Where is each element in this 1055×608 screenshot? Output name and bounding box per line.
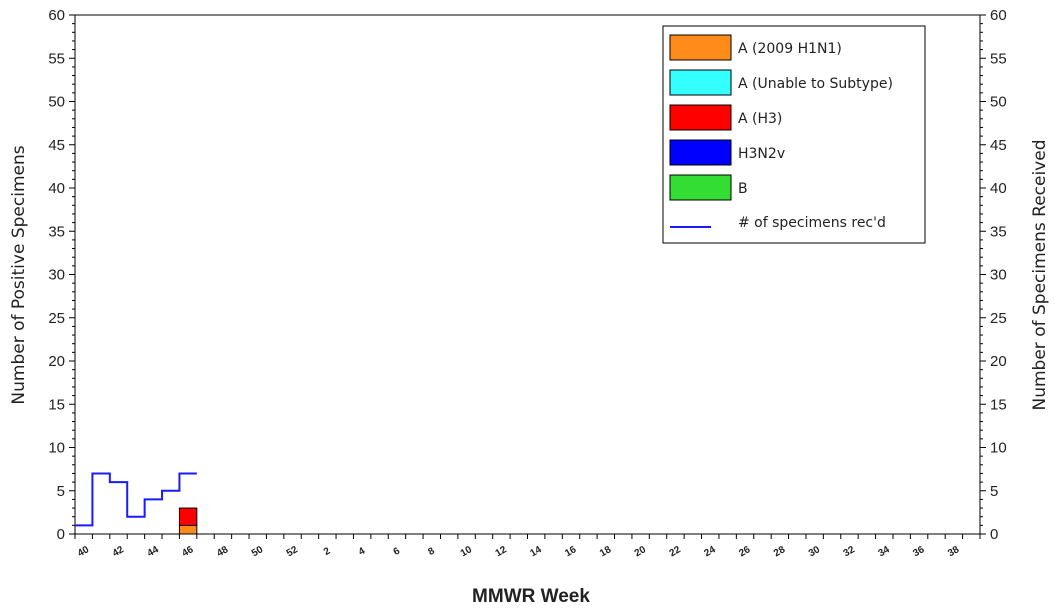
x-tick-label: 44: [146, 544, 162, 559]
x-tick-label: 22: [668, 544, 684, 559]
legend-label: H3N2v: [738, 146, 785, 162]
bars: [178, 507, 198, 535]
y-tick-label-right: 20: [990, 353, 1007, 370]
y-tick-label-right: 30: [990, 267, 1007, 284]
y-tick-label-left: 45: [48, 137, 65, 154]
y-tick-label-right: 5: [990, 483, 998, 500]
x-tick-label: 30: [807, 544, 823, 559]
legend-label: B: [738, 181, 748, 197]
x-tick-label: 10: [459, 544, 475, 559]
y-tick-label-right: 40: [990, 180, 1007, 197]
legend-swatch: [669, 174, 732, 201]
x-tick-label: 28: [772, 544, 788, 559]
x-tick-label: 40: [76, 544, 92, 559]
y-tick-label-left: 30: [48, 267, 65, 284]
legend-label: A (H3): [738, 111, 782, 127]
x-tick-label: 26: [737, 544, 753, 559]
y-axis-right: 0 5 10 15 20 25 30 35 40 45 50 55 60: [980, 7, 1007, 543]
legend-box: [662, 25, 926, 244]
y-tick-label-left: 25: [48, 310, 65, 327]
x-tick-label: 18: [598, 544, 614, 559]
y-tick-label-left: 20: [48, 353, 65, 370]
y-tick-label-right: 25: [990, 310, 1007, 327]
y-tick-label-right: 0: [990, 526, 998, 543]
legend-label: # of specimens rec'd: [738, 215, 886, 231]
legend-swatch: [669, 69, 732, 96]
bar-segment: [178, 524, 198, 535]
x-tick-label: 50: [250, 544, 266, 559]
y-tick-label-left: 10: [48, 440, 65, 457]
y-tick-label-left: 40: [48, 180, 65, 197]
x-tick-label: 6: [392, 545, 403, 558]
x-tick-label: 12: [494, 544, 510, 559]
y-tick-label-left: 0: [57, 526, 65, 543]
y-tick-label-right: 55: [990, 50, 1007, 67]
x-tick-label: 36: [911, 544, 927, 559]
x-tick-label: 20: [633, 544, 649, 559]
x-tick-label: 16: [563, 544, 579, 559]
y2-axis-title: Number of Specimens Received: [1030, 140, 1050, 411]
x-tick-label: 38: [946, 544, 962, 559]
line-series-path: [75, 472, 197, 527]
x-tick-label: 46: [180, 544, 196, 559]
x-tick-label: 24: [702, 544, 718, 559]
legend-label: A (Unable to Subtype): [738, 76, 893, 92]
y-tick-label-left: 55: [48, 50, 65, 67]
y-tick-label-right: 50: [990, 94, 1007, 111]
legend-label: A (2009 H1N1): [738, 41, 842, 57]
x-tick-label: 48: [215, 544, 231, 559]
y-tick-label-right: 60: [990, 7, 1007, 24]
legend: A (2009 H1N1) A (Unable to Subtype) A (H3)…: [662, 25, 926, 244]
y-axis-left: 0 5 10 15 20 25 30 35 40 45 50 55 60: [48, 7, 75, 543]
legend-swatch: [669, 139, 732, 166]
x-tick-label: 2: [322, 545, 333, 558]
x-tick-label: 32: [842, 544, 858, 559]
x-tick-label: 52: [285, 544, 301, 559]
legend-swatch: [669, 34, 732, 61]
y-tick-label-left: 15: [48, 396, 65, 413]
x-tick-label: 8: [426, 545, 437, 558]
y-tick-label-left: 60: [48, 7, 65, 24]
x-tick-label: 42: [111, 544, 127, 559]
y-tick-label-right: 15: [990, 396, 1007, 413]
y-tick-label-left: 5: [57, 483, 65, 500]
x-tick-label: 34: [876, 544, 892, 559]
x-tick-label: 4: [357, 545, 368, 558]
bar-segment: [178, 507, 198, 526]
x-axis: 40 42 44 46 48 50 52 2 4 6 8 10 12 14 16 18 20 22 24 26 28 30…: [74, 534, 981, 559]
line-series: [75, 472, 197, 527]
y-tick-label-left: 50: [48, 94, 65, 111]
y-tick-label-left: 35: [48, 223, 65, 240]
x-axis-title: MMWR Week: [472, 586, 590, 607]
y-axis-title: Number of Positive Specimens: [9, 145, 29, 404]
y-tick-label-right: 10: [990, 440, 1007, 457]
y-tick-label-right: 35: [990, 223, 1007, 240]
y-tick-label-right: 45: [990, 137, 1007, 154]
x-tick-label: 14: [528, 544, 544, 559]
legend-swatch: [669, 104, 732, 131]
